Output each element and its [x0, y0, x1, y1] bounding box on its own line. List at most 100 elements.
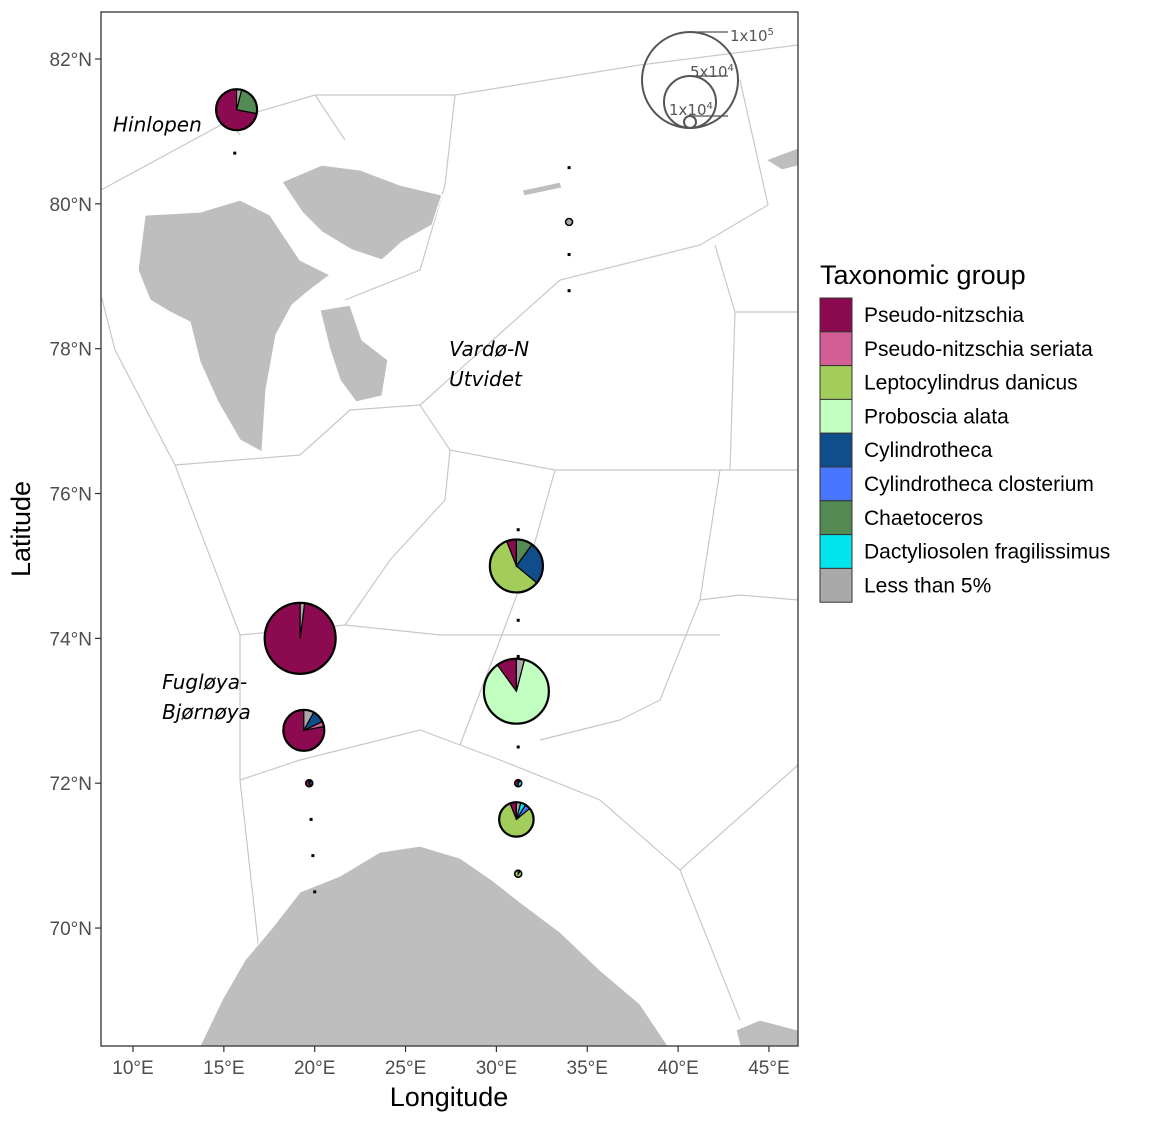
legend-item: Cylindrotheca	[819, 432, 993, 468]
kong-karls-land	[521, 181, 563, 197]
station-pie	[513, 869, 523, 878]
management-area-boundaries	[101, 44, 798, 1046]
x-axis: 10°E 15°E 20°E 25°E 30°E 35°E 40°E 45°E	[112, 1046, 790, 1079]
pie-outline	[564, 217, 574, 227]
station-point	[567, 253, 571, 257]
legend-label: Cylindrotheca closterium	[864, 473, 1094, 496]
x-tick-label: 40°E	[657, 1058, 698, 1079]
legend-item: Proboscia alata	[819, 398, 1009, 434]
x-tick-label: 20°E	[294, 1058, 335, 1079]
station-pie	[282, 708, 326, 752]
station-pie	[233, 151, 237, 155]
station-pie	[214, 88, 259, 132]
legend-label: Proboscia alata	[864, 405, 1009, 428]
station-point	[567, 166, 571, 170]
region-labels: Hinlopen Vardø-N Utvidet Fugløya-Bjørnøya	[113, 112, 529, 724]
station-point	[567, 289, 571, 293]
station-point	[516, 618, 520, 622]
station-point	[313, 890, 317, 894]
size-legend: 1x105 5x104 1x104	[641, 27, 774, 129]
pie-outline	[498, 801, 535, 838]
station-pie	[516, 654, 520, 658]
region-label: Hinlopen	[113, 112, 202, 136]
y-axis-title: Latitude	[6, 481, 36, 577]
station-pie	[567, 289, 571, 293]
y-axis: 70°N 72°N 74°N 76°N 78°N 80°N 82°N	[50, 50, 101, 940]
pie-outline	[488, 538, 544, 594]
x-axis-title: Longitude	[390, 1082, 509, 1112]
legend-item: Cylindrotheca closterium	[819, 466, 1094, 502]
y-tick-label: 70°N	[50, 919, 92, 940]
pie-outline	[513, 778, 523, 788]
station-pie	[516, 618, 520, 622]
legend-item: Pseudo-nitzschia	[819, 297, 1024, 333]
plot-frame	[100, 11, 799, 1047]
station-pie	[567, 166, 571, 170]
station-pie	[263, 601, 337, 675]
nordaustlandet	[281, 164, 443, 261]
pie-outline	[482, 657, 550, 725]
land-masses	[137, 147, 798, 1046]
station-pie	[309, 817, 313, 821]
station-pie	[498, 801, 535, 838]
region-label: Fugløya-Bjørnøya	[162, 670, 251, 724]
station-pie	[488, 538, 544, 594]
station-pie	[311, 854, 315, 858]
region-label: Vardø-N Utvidet	[449, 337, 529, 391]
legend-swatch	[819, 500, 853, 536]
y-tick-label: 74°N	[50, 629, 92, 650]
station-pies	[214, 88, 574, 894]
size-legend-label: 5x104	[690, 63, 734, 81]
legend-label: Less than 5%	[864, 574, 991, 597]
station-point	[516, 745, 520, 749]
legend-label: Pseudo-nitzschia	[864, 304, 1024, 327]
station-point	[516, 654, 520, 658]
pie-outline	[214, 88, 259, 132]
x-tick-label: 35°E	[567, 1058, 608, 1079]
station-pie	[516, 745, 520, 749]
legend-label: Cylindrotheca	[864, 439, 993, 462]
y-tick-label: 80°N	[50, 195, 92, 216]
station-pie	[304, 778, 314, 788]
station-pie	[567, 253, 571, 257]
y-tick-label: 72°N	[50, 774, 92, 795]
legend-swatch	[819, 432, 853, 468]
y-tick-label: 82°N	[50, 50, 92, 71]
station-point	[311, 854, 315, 858]
franz-josef-land-edge	[764, 147, 798, 171]
station-point	[516, 528, 520, 532]
legend-swatch	[819, 331, 853, 367]
size-legend-label: 1x104	[669, 101, 713, 119]
x-tick-label: 30°E	[476, 1058, 517, 1079]
legend-swatch	[819, 466, 853, 502]
legend-item: Chaetoceros	[819, 500, 983, 536]
legend-title: Taxonomic group	[820, 260, 1026, 290]
pie-outline	[513, 869, 523, 878]
station-pie	[482, 657, 550, 725]
y-tick-label: 78°N	[50, 340, 92, 361]
pie-slice	[565, 218, 573, 226]
pie-outline	[282, 708, 326, 752]
pie-outline	[263, 601, 337, 675]
x-tick-label: 25°E	[385, 1058, 426, 1079]
legend-item: Leptocylindrus danicus	[819, 365, 1078, 400]
kola-coast	[735, 1019, 798, 1046]
legend-item: Pseudo-nitzschia seriata	[819, 331, 1093, 367]
size-legend-label: 1x105	[730, 27, 774, 45]
y-tick-label: 76°N	[50, 485, 92, 506]
station-pie	[564, 217, 574, 227]
legend-swatch	[819, 297, 853, 333]
legend-item: Less than 5%	[819, 567, 991, 603]
legend-label: Leptocylindrus danicus	[864, 372, 1078, 395]
x-tick-label: 15°E	[203, 1058, 244, 1079]
edgeoya	[319, 304, 389, 403]
legend: Taxonomic group Pseudo-nitzschia Pseudo-n…	[819, 260, 1110, 603]
x-tick-label: 10°E	[112, 1058, 153, 1079]
legend-swatch	[819, 534, 853, 569]
station-pie	[516, 528, 520, 532]
legend-swatch	[819, 398, 853, 434]
spitsbergen	[137, 199, 332, 453]
norway-russia-coast	[199, 845, 669, 1046]
